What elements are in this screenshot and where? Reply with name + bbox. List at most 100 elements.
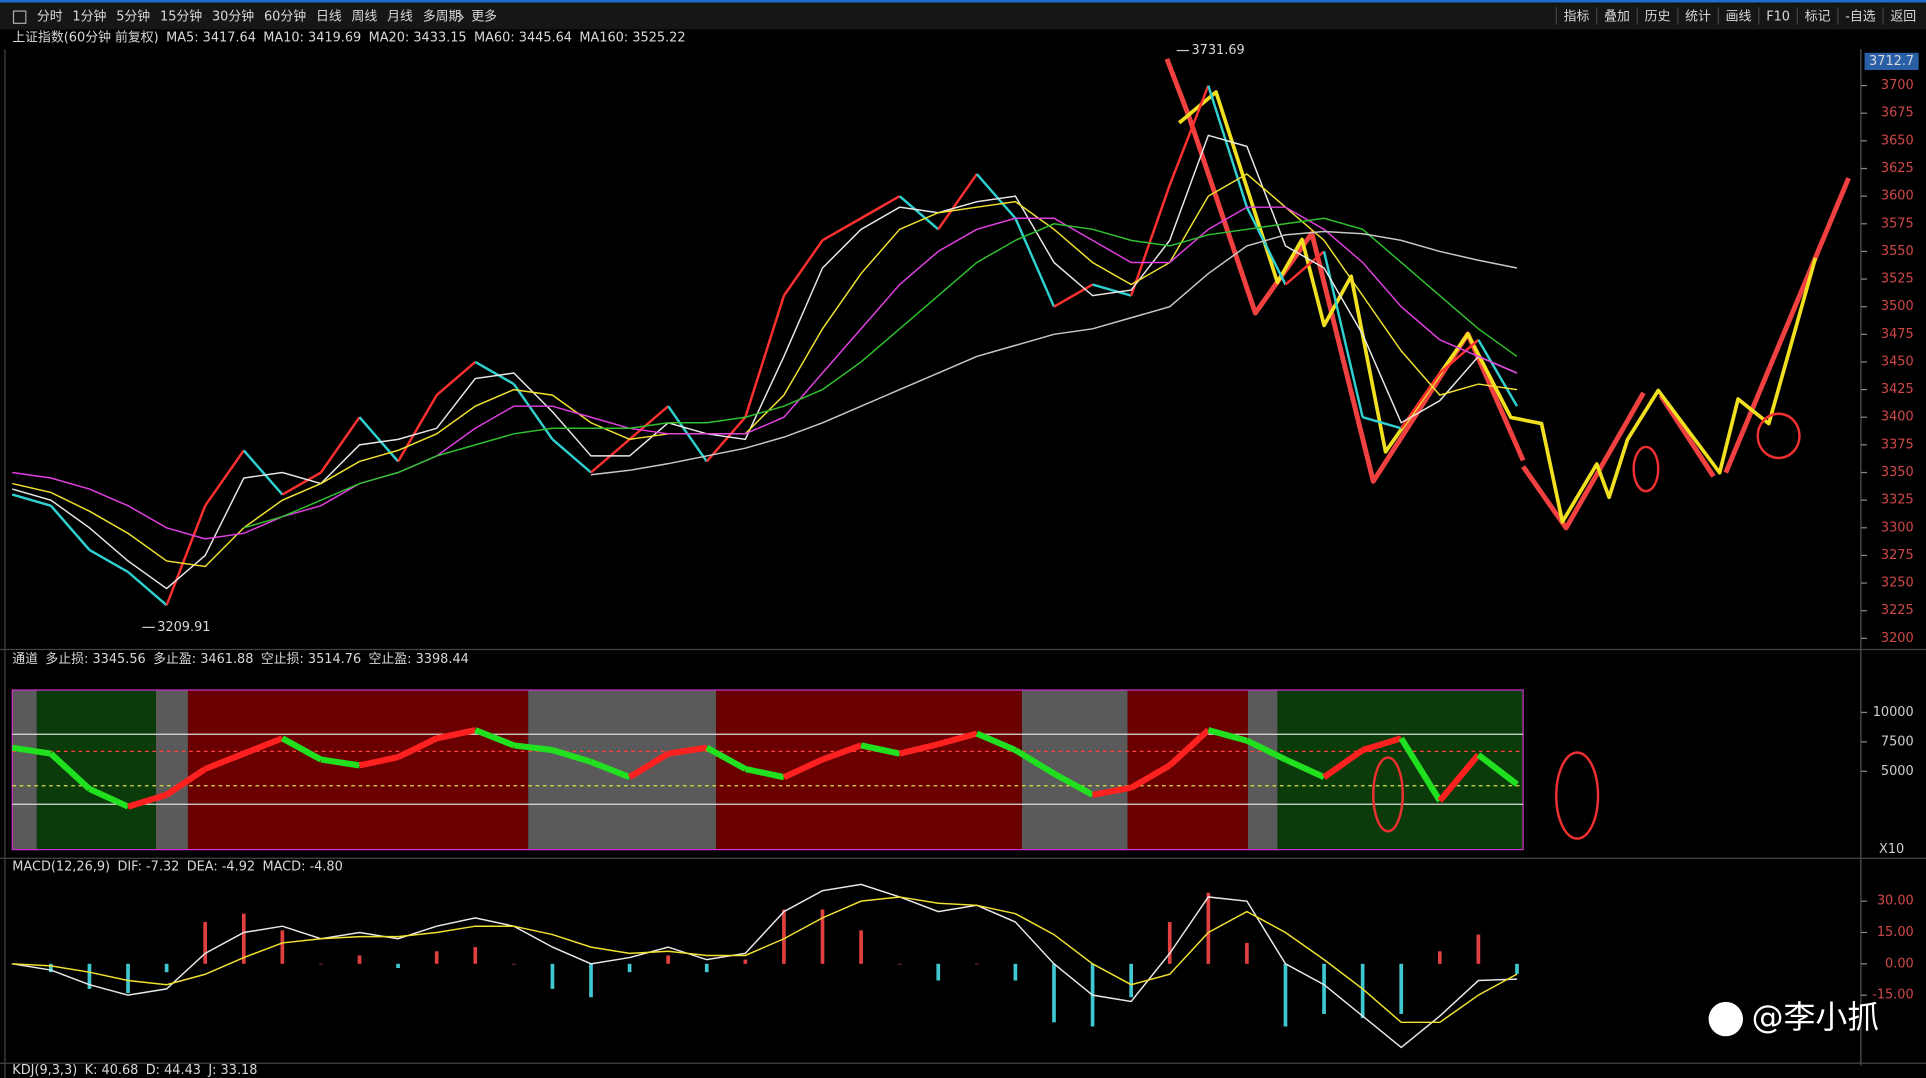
price-segment bbox=[821, 742, 863, 763]
macd-bar bbox=[820, 909, 825, 964]
price-segment bbox=[975, 730, 1017, 753]
macd-bar bbox=[1013, 963, 1018, 981]
tool-button[interactable]: 指标 bbox=[1564, 10, 1590, 25]
price-segment bbox=[589, 759, 631, 781]
y-tick-label: 3375 bbox=[1881, 437, 1914, 452]
y-tick-label: 5000 bbox=[1881, 764, 1914, 779]
price-segment bbox=[164, 766, 207, 798]
period-tab[interactable]: 分时 bbox=[37, 10, 63, 25]
price-segment bbox=[975, 173, 1017, 220]
y-tick-label: 3550 bbox=[1881, 244, 1914, 259]
series-line bbox=[12, 173, 1518, 568]
legend-entry: 通道 bbox=[12, 652, 38, 667]
price-segment bbox=[1207, 85, 1249, 208]
period-tab[interactable]: 更多 bbox=[471, 10, 497, 25]
y-tick-label: 3350 bbox=[1881, 465, 1914, 480]
legend-entry: 上证指数(60分钟 前复权) bbox=[12, 30, 158, 46]
macd-bar bbox=[627, 963, 632, 973]
y-tick-label: 7500 bbox=[1881, 734, 1914, 749]
tool-button[interactable]: 叠加 bbox=[1604, 10, 1630, 25]
series-line bbox=[12, 883, 1517, 1049]
price-segment bbox=[88, 786, 130, 810]
band bbox=[36, 690, 156, 850]
band bbox=[1021, 690, 1128, 850]
macd-bar bbox=[936, 963, 941, 981]
price-segment bbox=[1013, 747, 1056, 777]
macd-bar bbox=[1437, 951, 1442, 964]
y-tick-label: 3425 bbox=[1881, 382, 1914, 397]
tool-button[interactable]: 统计 bbox=[1685, 10, 1711, 25]
price-segment bbox=[513, 742, 553, 754]
menu-icon[interactable] bbox=[12, 10, 27, 24]
macd-bar bbox=[1245, 942, 1249, 964]
series-line bbox=[12, 134, 1518, 590]
red-trend bbox=[1723, 177, 1851, 474]
period-tab[interactable]: 30分钟 bbox=[212, 9, 254, 25]
macd-bar bbox=[126, 963, 130, 994]
y-tick-label: 3700 bbox=[1881, 78, 1914, 93]
price-tag-label: 3712.7 bbox=[1869, 54, 1914, 69]
y-tick-label: 30.00 bbox=[1877, 894, 1914, 909]
macd-bar bbox=[974, 963, 979, 965]
legend-entry: 多止盈: 3461.88 bbox=[153, 652, 253, 667]
tool-button[interactable]: 标记 bbox=[1805, 10, 1831, 25]
macd-bar bbox=[87, 963, 92, 989]
legend-entry: KDJ(9,3,3) bbox=[12, 1063, 77, 1078]
macd-bar bbox=[280, 930, 285, 964]
macd-bar bbox=[1399, 963, 1404, 1014]
y-tick-label: 3675 bbox=[1881, 106, 1914, 121]
scale-label: X10 bbox=[1879, 842, 1904, 857]
price-segment bbox=[397, 394, 438, 463]
legend-entry: DIF: -7.32 bbox=[117, 859, 179, 874]
period-tab[interactable]: 周线 bbox=[352, 10, 378, 25]
y-tick-label: 3500 bbox=[1881, 299, 1914, 314]
legend-entry: J: 33.18 bbox=[207, 1063, 257, 1078]
tool-button[interactable]: F10 bbox=[1766, 10, 1790, 25]
tool-button[interactable]: 返回 bbox=[1890, 10, 1916, 25]
period-tab[interactable]: 月线 bbox=[387, 10, 413, 25]
period-tab[interactable]: 60分钟 bbox=[264, 9, 306, 25]
macd-bar bbox=[1322, 963, 1326, 1014]
macd-bar bbox=[782, 909, 786, 964]
period-tab[interactable]: 1分钟 bbox=[72, 9, 106, 25]
macd-bar bbox=[357, 955, 362, 964]
price-segment bbox=[88, 548, 129, 574]
price-segment bbox=[1092, 784, 1132, 798]
price-segment bbox=[127, 571, 168, 607]
price-segment bbox=[1437, 752, 1481, 803]
y-tick-label: 0.00 bbox=[1885, 956, 1914, 971]
circle-mark bbox=[1632, 445, 1660, 493]
period-tab[interactable]: 5分钟 bbox=[116, 9, 150, 25]
macd-bar bbox=[1360, 963, 1365, 1019]
tool-button[interactable]: 画线 bbox=[1726, 10, 1752, 25]
series-line bbox=[590, 230, 1518, 476]
y-tick-label: 3300 bbox=[1881, 520, 1914, 535]
price-segment bbox=[1362, 416, 1402, 430]
macd-bar bbox=[550, 963, 555, 989]
macd-bar bbox=[49, 963, 53, 973]
tool-button[interactable]: 历史 bbox=[1645, 10, 1671, 25]
macd-bar bbox=[1515, 963, 1519, 974]
y-tick-label: 3525 bbox=[1881, 272, 1914, 287]
price-segment bbox=[396, 735, 439, 760]
price-segment bbox=[628, 405, 669, 441]
price-segment bbox=[1477, 339, 1519, 407]
period-tab[interactable]: 多周期 bbox=[423, 10, 462, 25]
legend-entry: K: 40.68 bbox=[85, 1063, 139, 1078]
period-tab[interactable]: 15分钟 bbox=[160, 9, 202, 25]
y-tick-label: 3400 bbox=[1881, 410, 1914, 425]
legend-entry: MA160: 3525.22 bbox=[579, 31, 685, 46]
price-segment bbox=[1167, 727, 1211, 768]
tool-button[interactable]: -自选 bbox=[1845, 10, 1876, 25]
price-segment bbox=[204, 750, 245, 772]
price-segment bbox=[358, 754, 399, 769]
price-segment bbox=[474, 727, 515, 749]
price-segment bbox=[551, 747, 592, 765]
macd-bar bbox=[1129, 963, 1133, 998]
period-tab[interactable]: 日线 bbox=[316, 10, 342, 25]
legend-entry: MA20: 3433.15 bbox=[369, 31, 467, 46]
price-segment bbox=[319, 416, 361, 474]
legend-entry: 空止盈: 3398.44 bbox=[369, 652, 469, 667]
price-segment bbox=[242, 449, 284, 496]
price-segment bbox=[1476, 752, 1519, 787]
